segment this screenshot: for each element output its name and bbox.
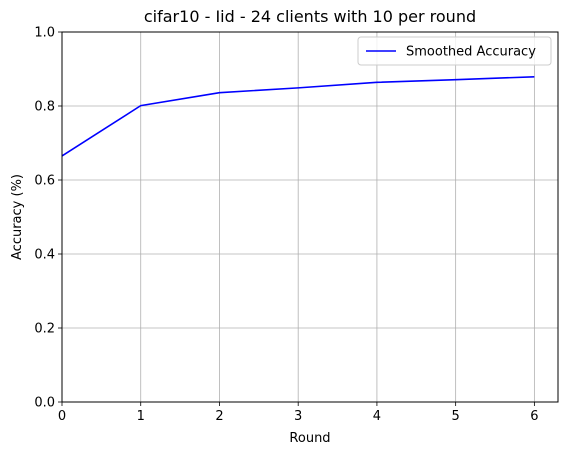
- y-tick-label: 0.4: [34, 248, 55, 263]
- y-tick-label: 0.6: [34, 174, 55, 189]
- x-tick-label: 4: [373, 409, 381, 424]
- x-tick-label: 0: [58, 409, 66, 424]
- legend-label: Smoothed Accuracy: [406, 45, 536, 60]
- legend: Smoothed Accuracy: [358, 37, 551, 65]
- chart-title: cifar10 - Iid - 24 clients with 10 per r…: [144, 7, 476, 26]
- y-tick-label: 0.2: [34, 322, 55, 337]
- y-axis-label: Accuracy (%): [10, 174, 25, 260]
- x-tick-label: 6: [530, 409, 538, 424]
- x-tick-label: 5: [452, 409, 460, 424]
- x-axis-label: Round: [289, 431, 330, 446]
- y-tick-label: 1.0: [34, 26, 55, 41]
- x-tick-label: 2: [215, 409, 223, 424]
- y-tick-label: 0.8: [34, 100, 55, 115]
- y-tick-label: 0.0: [34, 396, 55, 411]
- x-tick-label: 3: [294, 409, 302, 424]
- x-tick-label: 1: [137, 409, 145, 424]
